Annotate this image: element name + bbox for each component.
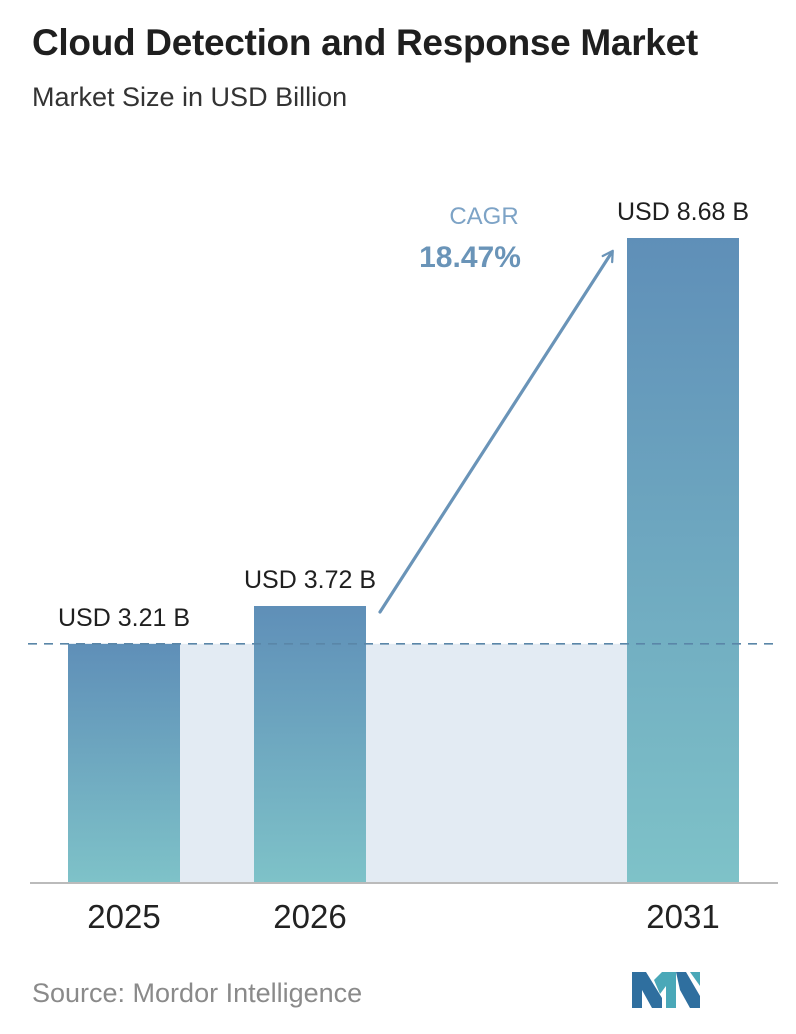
bar-2025 [68,643,180,882]
bar-2026 [254,606,366,882]
cagr-value: 18.47% [419,241,521,274]
source-note: Source: Mordor Intelligence [32,978,363,1008]
x-tick-label-2025: 2025 [87,898,160,935]
cagr-arrow [378,249,614,614]
data-label-2026: USD 3.72 B [244,566,376,594]
mordor-intelligence-logo-icon [632,972,700,1008]
chart-title: Cloud Detection and Response Market [32,22,698,63]
x-tick-label-2031: 2031 [646,898,719,935]
data-label-2025: USD 3.21 B [58,604,190,632]
cagr-label: CAGR [449,203,518,230]
bar-chart: 2025 USD 3.21 B 2026 USD 3.72 B 2031 USD 8.68… [28,198,780,935]
bar-2031 [627,238,739,882]
chart-subtitle: Market Size in USD Billion [32,82,348,112]
x-tick-label-2026: 2026 [273,898,346,935]
data-label-2031: USD 8.68 B [617,198,749,226]
